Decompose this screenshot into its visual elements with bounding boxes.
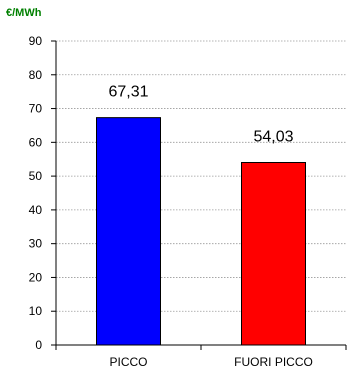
bars [96, 117, 306, 346]
y-tick-label: 60 [29, 135, 43, 149]
y-tick-label: 50 [29, 169, 43, 183]
category-label: FUORI PICCO [234, 355, 313, 369]
y-tick-label: 70 [29, 102, 43, 116]
data-labels: 67,31 54,03 [108, 84, 293, 146]
data-label: 67,31 [108, 84, 148, 101]
y-tick-label: 90 [29, 34, 43, 48]
y-tick-label: 30 [29, 237, 43, 251]
y-axis-ticks: 0 10 20 30 40 50 60 70 80 90 [29, 34, 56, 352]
data-label: 54,03 [253, 128, 293, 145]
y-tick-label: 80 [29, 68, 43, 82]
y-tick-label: 10 [29, 304, 43, 318]
y-tick-label: 20 [29, 270, 43, 284]
bar [241, 161, 306, 346]
y-tick-label: 40 [29, 203, 43, 217]
category-label: PICCO [109, 355, 147, 369]
x-axis-categories: PICCO FUORI PICCO [55, 345, 347, 369]
y-axis-unit-label: €/MWh [6, 7, 42, 19]
bar [96, 117, 161, 346]
y-tick-label: 0 [35, 338, 42, 352]
